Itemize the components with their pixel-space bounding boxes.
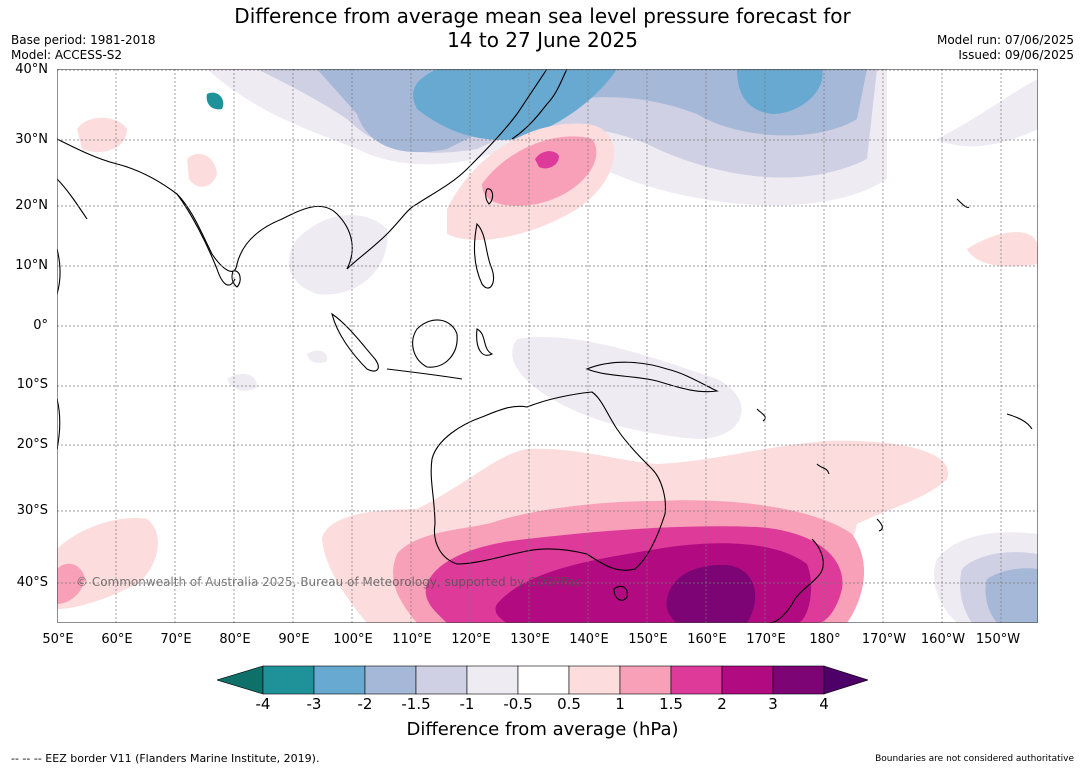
lat-label-30n: 30°N	[15, 132, 48, 147]
lon-label-80e: 80°E	[219, 632, 251, 647]
lat-label-0: 0°	[33, 318, 48, 333]
colorbar-tick: 2	[717, 695, 727, 713]
lon-label-70e: 70°E	[160, 632, 192, 647]
colorbar-tick: 0.5	[557, 695, 581, 713]
map-title: Difference from average mean sea level p…	[0, 4, 1085, 52]
colorbar	[215, 665, 869, 695]
colorbar-tick: 1.5	[659, 695, 683, 713]
pressure-anomaly-map	[57, 69, 1038, 623]
lon-label-60e: 60°E	[101, 632, 133, 647]
model-run: Model run: 07/06/2025	[936, 33, 1074, 47]
colorbar-extend-high	[823, 665, 869, 695]
issued-date: Issued: 09/06/2025	[958, 48, 1074, 62]
taiwan-coastline	[485, 188, 494, 205]
run-info: Model run: 07/06/2025 Issued: 09/06/2025	[937, 33, 1074, 63]
boundary-disclaimer: Boundaries are not considered authoritat…	[875, 754, 1074, 764]
lon-label-160w: 160°W	[920, 632, 966, 647]
southeast-negative-anomaly	[933, 532, 1038, 623]
colorbar-tick: -1	[459, 695, 475, 713]
lat-label-20s: 20°S	[16, 437, 48, 452]
colorbar-segment	[517, 665, 570, 695]
colorbar-segment	[364, 665, 417, 695]
lat-label-10n: 10°N	[15, 258, 48, 273]
lon-label-180: 180°	[809, 632, 841, 647]
australia-coastline	[430, 391, 666, 571]
lon-label-110e: 110°E	[392, 632, 432, 647]
new-zealand-coastline	[768, 538, 824, 623]
pacific-islands	[756, 198, 1033, 532]
tasmania-coastline	[613, 585, 628, 601]
asia-coastline	[57, 69, 548, 272]
lon-label-150w: 150°W	[975, 632, 1021, 647]
colorbar-tick: 4	[819, 695, 829, 713]
sulawesi-coastline	[476, 328, 494, 356]
sumatra-coastline	[331, 312, 379, 372]
colorbar-tick: -1.5	[401, 695, 431, 713]
colorbar-extend-low	[215, 665, 264, 695]
borneo-coastline	[412, 319, 458, 368]
lat-label-10s: 10°S	[16, 377, 48, 392]
lon-label-120e: 120°E	[451, 632, 491, 647]
colorbar-tick: -4	[255, 695, 271, 713]
colorbar-segment	[670, 665, 723, 695]
model-info: Base period: 1981-2018 Model: ACCESS-S2	[11, 33, 156, 63]
lon-label-170w: 170°W	[861, 632, 907, 647]
colorbar-scale	[215, 665, 869, 695]
colorbar-tick: 3	[768, 695, 778, 713]
lon-label-90e: 90°E	[278, 632, 310, 647]
japan-coastline	[511, 69, 568, 140]
lat-label-40s: 40°S	[16, 575, 48, 590]
lon-label-140e: 140°E	[569, 632, 609, 647]
sri-lanka-coastline	[231, 270, 241, 288]
base-period: Base period: 1981-2018	[11, 33, 156, 47]
philippine-sea-positive-anomaly	[447, 123, 615, 240]
graticule	[57, 69, 1038, 623]
colorbar-tick: -0.5	[503, 695, 533, 713]
copyright-notice: © Commonwealth of Australia 2025, Bureau…	[76, 575, 582, 589]
colorbar-tick: -3	[306, 695, 322, 713]
colorbar-segment	[568, 665, 621, 695]
colorbar-tick: 1	[615, 695, 625, 713]
map-frame	[57, 69, 1038, 623]
lon-label-130e: 130°E	[510, 632, 550, 647]
title-line-2: 14 to 27 June 2025	[447, 28, 638, 52]
minor-anomalies	[77, 79, 1038, 439]
colorbar-segment	[415, 665, 468, 695]
lat-label-30s: 30°S	[16, 503, 48, 518]
philippines-coastline	[473, 222, 495, 289]
colorbar-segment	[466, 665, 519, 695]
new-guinea-coastline	[585, 361, 719, 393]
colorbar-label: Difference from average (hPa)	[406, 719, 679, 740]
colorbar-segment	[721, 665, 774, 695]
india-coastline	[176, 193, 236, 286]
map-canvas	[57, 69, 1038, 623]
colorbar-segment	[772, 665, 825, 695]
lon-label-50e: 50°E	[42, 632, 74, 647]
colorbar-segment	[262, 665, 315, 695]
title-line-1: Difference from average mean sea level p…	[234, 4, 851, 28]
lon-label-170e: 170°E	[746, 632, 786, 647]
colorbar-tick: -2	[357, 695, 373, 713]
lon-label-100e: 100°E	[333, 632, 373, 647]
eez-note: -- -- -- EEZ border V11 (Flanders Marine…	[11, 752, 320, 765]
lon-label-150e: 150°E	[628, 632, 668, 647]
coastlines	[57, 69, 1033, 623]
model-name: Model: ACCESS-S2	[11, 48, 123, 62]
java-coastline	[386, 368, 463, 380]
lat-label-20n: 20°N	[15, 198, 48, 213]
colorbar-segment	[619, 665, 672, 695]
lon-label-160e: 160°E	[687, 632, 727, 647]
colorbar-segment	[313, 665, 366, 695]
lat-label-40n: 40°N	[15, 62, 48, 77]
